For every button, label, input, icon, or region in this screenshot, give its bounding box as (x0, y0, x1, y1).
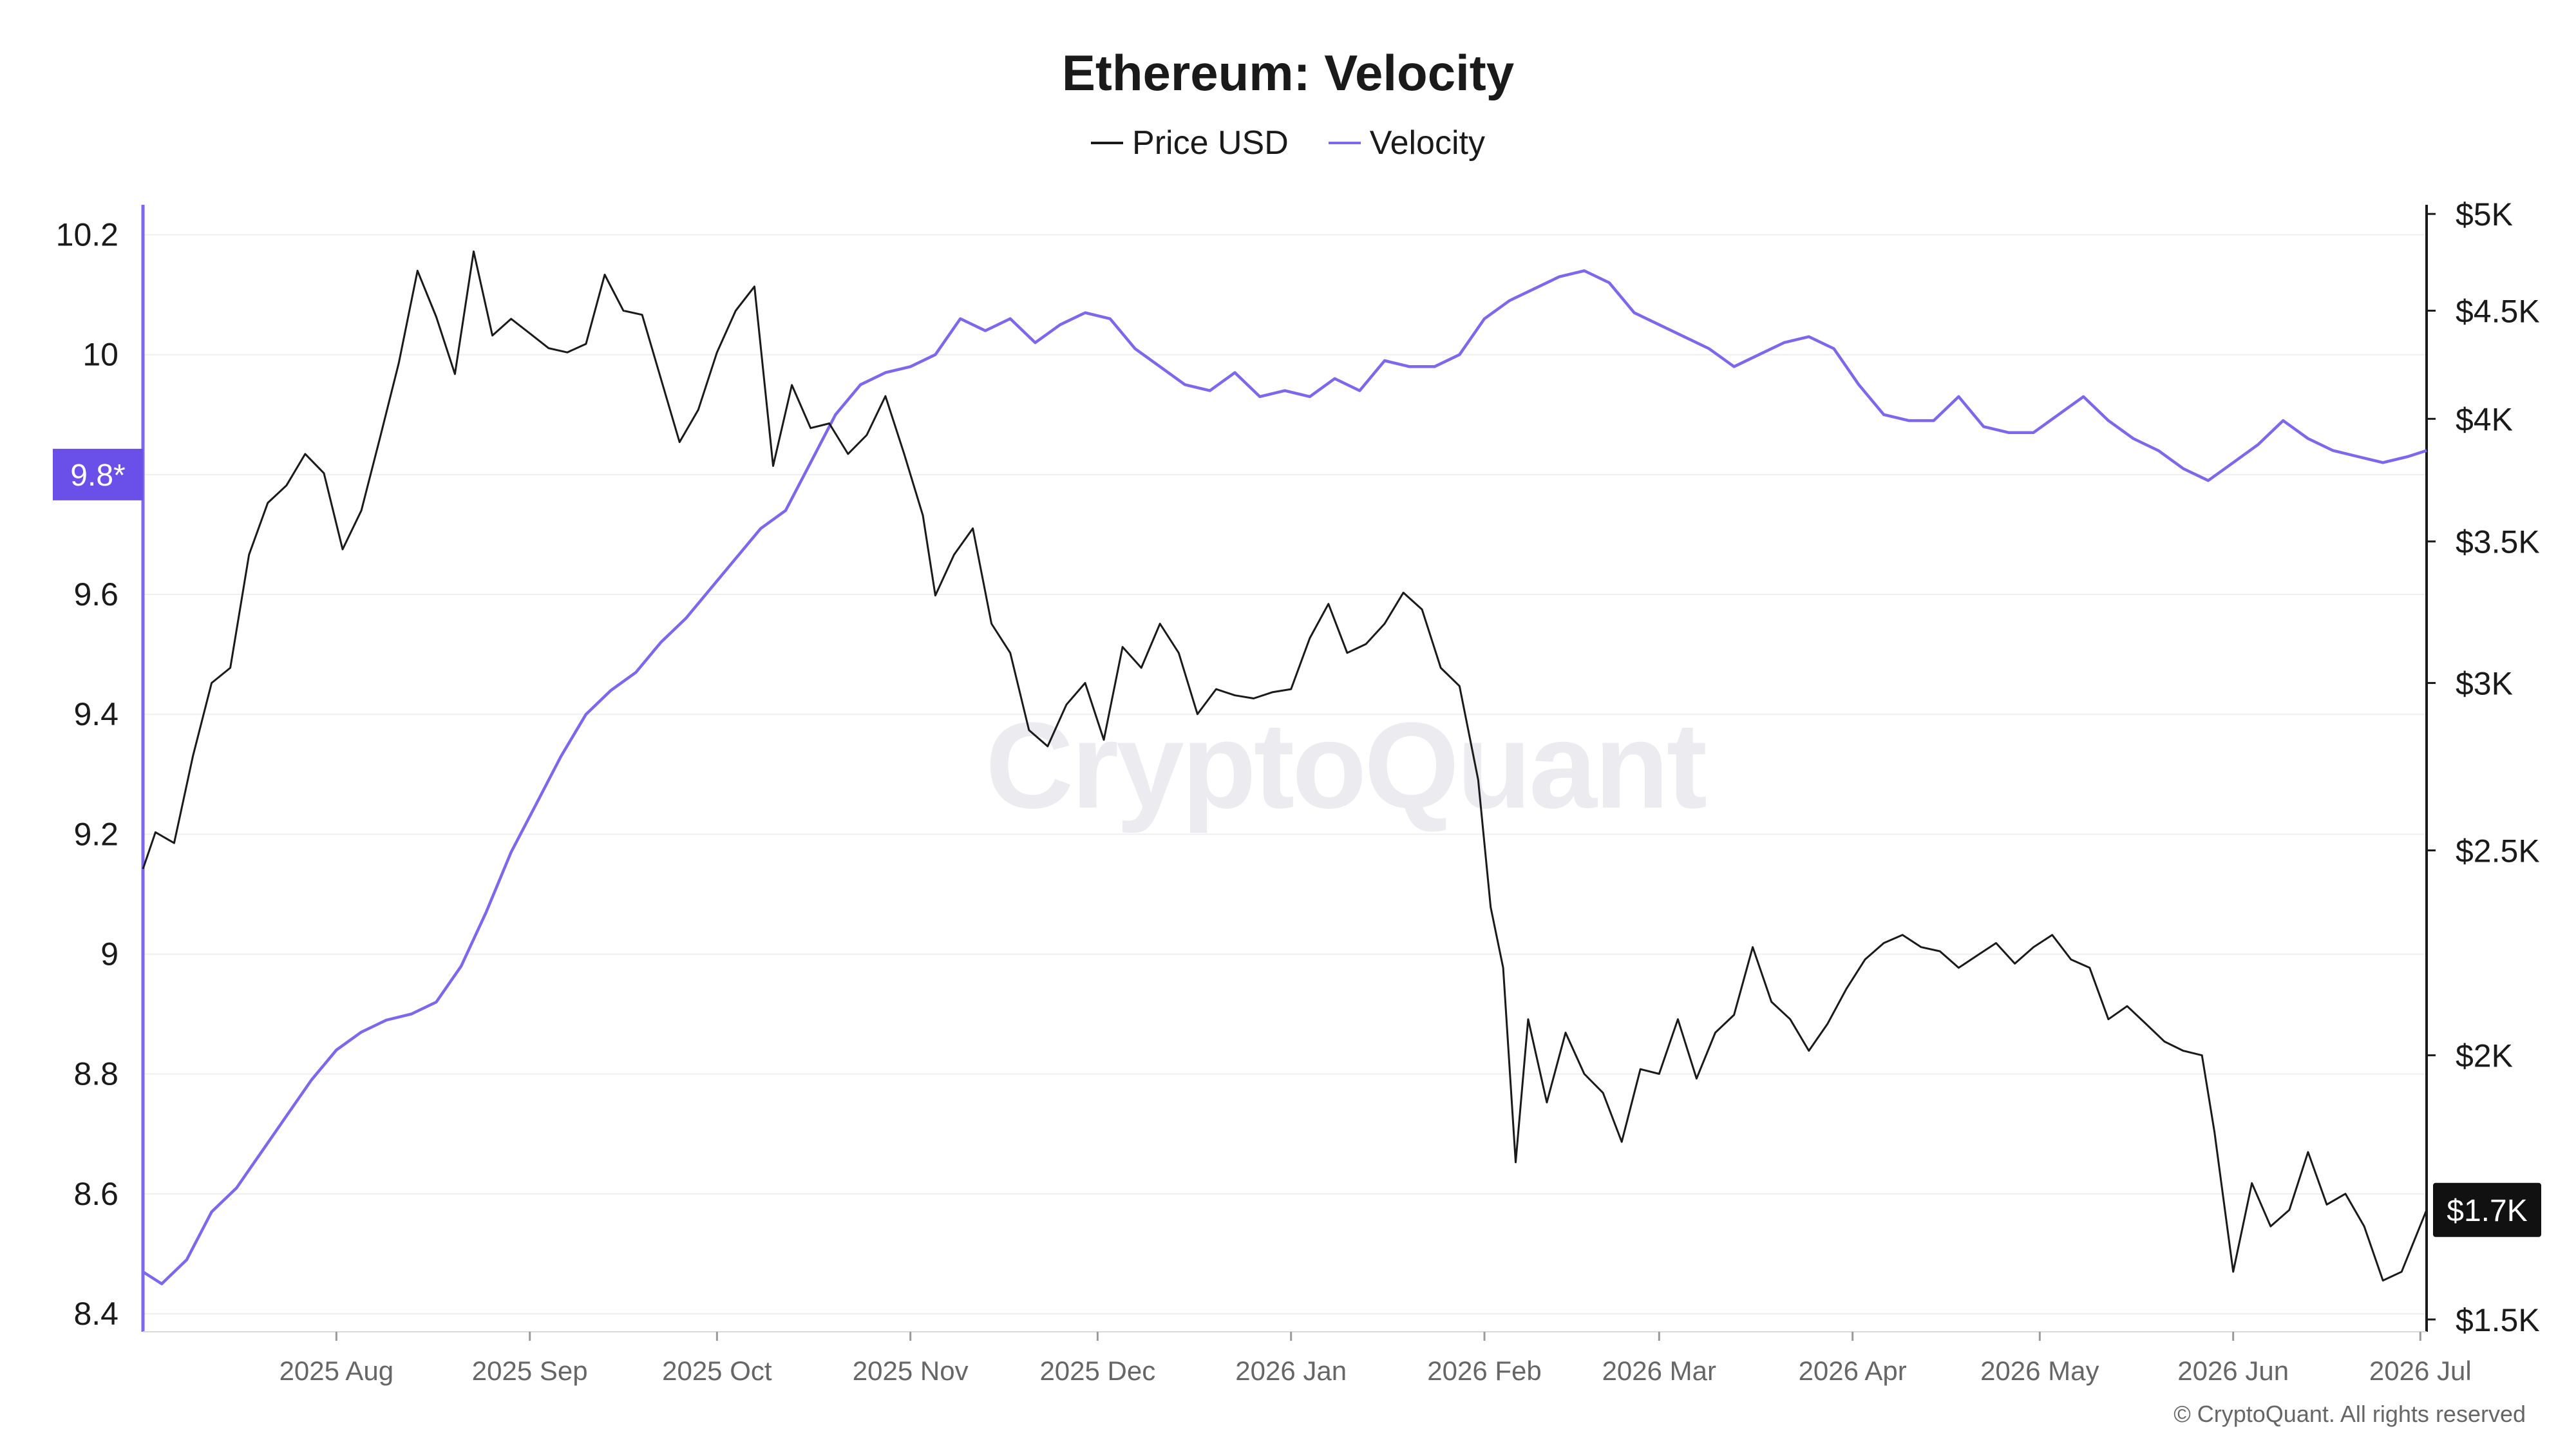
legend: Price USD Velocity (0, 124, 2576, 162)
y-right-tick-label-7: $1.5K (2456, 1302, 2540, 1338)
y-right-tick-label-1: $4.5K (2456, 293, 2540, 329)
x-tick-label-3: 2025 Nov (853, 1356, 969, 1386)
x-tick-label-6: 2026 Feb (1427, 1356, 1541, 1386)
x-tick-label-0: 2025 Aug (279, 1356, 394, 1386)
y-left-tick-label-6: 9 (100, 936, 118, 972)
x-tick-label-2: 2025 Oct (662, 1356, 772, 1386)
y-left-tick-label-3: 9.6 (73, 576, 118, 612)
series-line-velocity (142, 269, 2427, 1285)
x-tick-label-5: 2026 Jan (1235, 1356, 1347, 1386)
y-right-tick-label-6: $2K (2456, 1038, 2513, 1074)
current-price-marker (2433, 1182, 2541, 1237)
legend-label-velocity: Velocity (1369, 124, 1485, 162)
x-tick-label-8: 2026 Apr (1799, 1356, 1907, 1386)
y-left-tick-label-1: 10 (82, 337, 118, 373)
y-right-tick-label-0: $5K (2456, 196, 2513, 232)
legend-item-price[interactable]: Price USD (1091, 124, 1289, 162)
y-left-tick-label-0: 10.2 (56, 217, 118, 253)
x-tick-label-10: 2026 Jun (2177, 1356, 2289, 1386)
y-left-tick-label-4: 9.4 (73, 696, 118, 732)
legend-swatch-price (1091, 142, 1124, 144)
x-tick-label-11: 2026 Jul (2369, 1356, 2472, 1386)
current-price-value: $1.7K (2447, 1194, 2527, 1228)
copyright-notice: © CryptoQuant. All rights reserved (2174, 1401, 2526, 1427)
y-left-tick-label-9: 8.4 (73, 1296, 118, 1332)
chart-title: Ethereum: Velocity (1061, 44, 1515, 101)
watermark: CryptoQuant (985, 697, 1707, 834)
x-tick-label-9: 2026 May (1980, 1356, 2099, 1386)
legend-label-price: Price USD (1132, 124, 1289, 162)
y-left-tick-label-8: 8.6 (73, 1176, 118, 1212)
y-right-tick-label-2: $4K (2456, 401, 2513, 437)
y-right-tick-label-5: $2.5K (2456, 833, 2540, 869)
x-tick-label-7: 2026 Mar (1602, 1356, 1716, 1386)
legend-item-velocity[interactable]: Velocity (1328, 124, 1485, 162)
current-velocity-value: 9.8* (70, 459, 125, 493)
current-velocity-marker (53, 448, 143, 500)
legend-swatch-velocity (1328, 142, 1361, 144)
series-line-price-usd (142, 250, 2428, 1282)
y-right-tick-label-4: $3K (2456, 666, 2513, 702)
y-right-tick-label-3: $3.5K (2456, 524, 2540, 560)
x-tick-label-1: 2025 Sep (472, 1356, 588, 1386)
y-left-tick-label-5: 9.2 (73, 816, 118, 852)
y-left-tick-label-7: 8.8 (73, 1056, 118, 1092)
x-tick-label-4: 2025 Dec (1039, 1356, 1155, 1386)
